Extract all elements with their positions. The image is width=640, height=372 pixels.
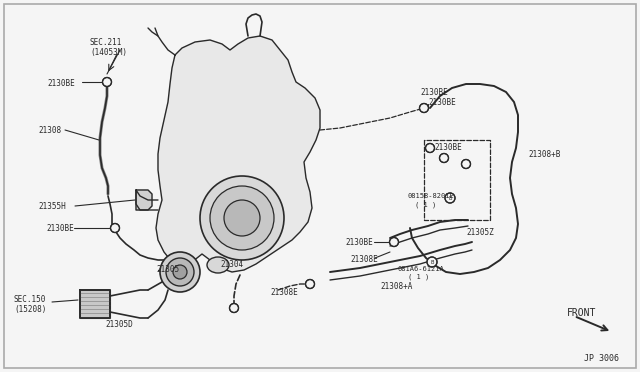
Circle shape	[427, 257, 437, 267]
Text: 2130BE: 2130BE	[428, 98, 456, 107]
Text: 21305D: 21305D	[105, 320, 132, 329]
Text: 2130BE: 2130BE	[420, 88, 448, 97]
Circle shape	[426, 144, 435, 153]
Circle shape	[111, 224, 120, 232]
Text: 21308+A: 21308+A	[380, 282, 412, 291]
Circle shape	[419, 103, 429, 112]
Circle shape	[445, 193, 455, 203]
Ellipse shape	[207, 257, 229, 273]
Circle shape	[210, 186, 274, 250]
Text: 081A6-6121A: 081A6-6121A	[398, 266, 445, 272]
Circle shape	[461, 160, 470, 169]
Text: 08158-8201E: 08158-8201E	[408, 193, 455, 199]
Text: 2130BE: 2130BE	[345, 238, 372, 247]
Circle shape	[305, 279, 314, 289]
Text: 21308E: 21308E	[350, 255, 378, 264]
Text: FRONT: FRONT	[567, 308, 596, 318]
Text: JP 3006: JP 3006	[584, 354, 619, 363]
Polygon shape	[156, 36, 320, 272]
Text: B: B	[430, 260, 434, 264]
Text: 21305: 21305	[156, 265, 179, 274]
Text: 2130BE: 2130BE	[46, 224, 74, 233]
Text: ( 1 ): ( 1 )	[408, 274, 429, 280]
Polygon shape	[80, 290, 110, 318]
Text: 21304: 21304	[220, 260, 243, 269]
Text: 21308: 21308	[38, 126, 61, 135]
Circle shape	[440, 154, 449, 163]
Circle shape	[166, 258, 194, 286]
Text: 21305Z: 21305Z	[466, 228, 493, 237]
Text: 21308+B: 21308+B	[528, 150, 561, 159]
Text: SEC.211
(14053M): SEC.211 (14053M)	[90, 38, 127, 57]
Text: SEC.150
(15208): SEC.150 (15208)	[14, 295, 46, 314]
Text: 2130BE: 2130BE	[47, 79, 75, 88]
Circle shape	[224, 200, 260, 236]
Circle shape	[173, 265, 187, 279]
Polygon shape	[136, 190, 152, 210]
Circle shape	[102, 77, 111, 87]
Text: 2130BE: 2130BE	[434, 143, 461, 152]
Text: 21355H: 21355H	[38, 202, 66, 211]
Circle shape	[390, 237, 399, 247]
Text: ( 1 ): ( 1 )	[415, 201, 436, 208]
Text: 21308E: 21308E	[270, 288, 298, 297]
Circle shape	[160, 252, 200, 292]
Circle shape	[200, 176, 284, 260]
Text: B: B	[449, 196, 452, 201]
Circle shape	[230, 304, 239, 312]
